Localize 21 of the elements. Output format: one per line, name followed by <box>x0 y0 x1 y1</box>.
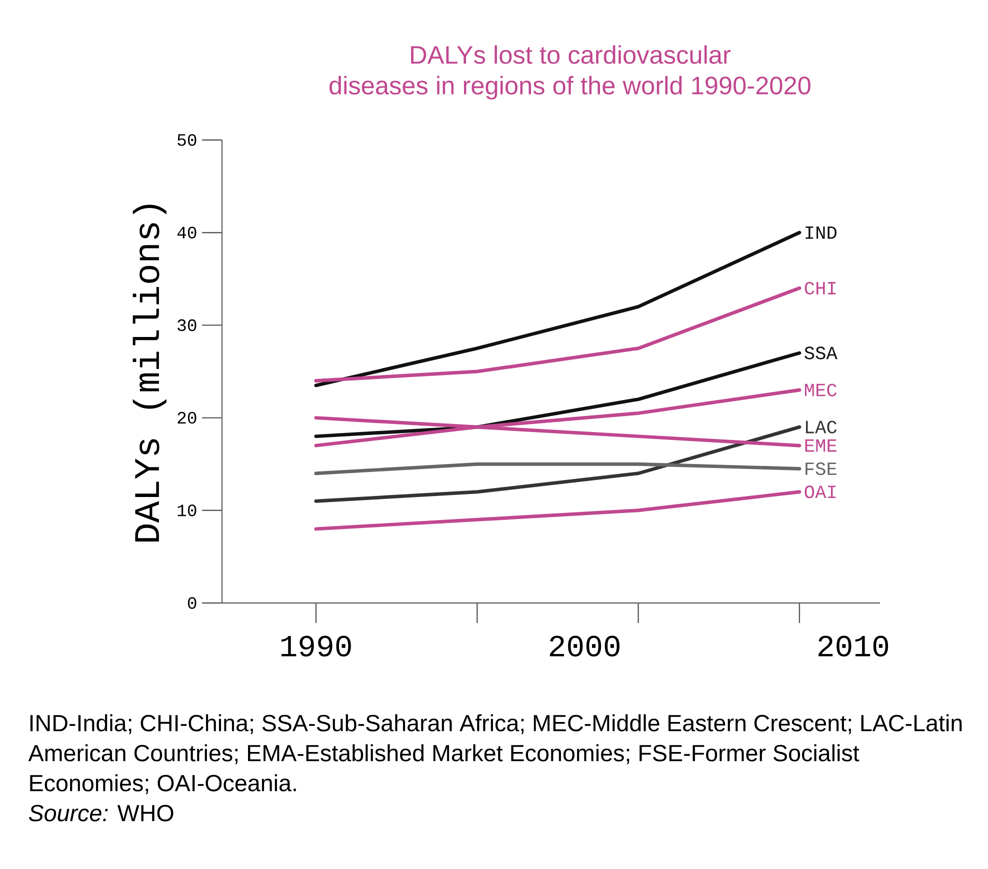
x-tick-label: 2010 <box>818 636 888 657</box>
text: IND-India; CHI-China; SSA-Sub-Saharan Africa; MEC-Middle Eastern Crescent; LAC-Latin American Countries; EMA-Established Market Economies; FSE-Former Socialist Economies; OAI-Oceania. <box>28 714 962 794</box>
x-tick-label: 2000 <box>550 636 620 657</box>
series-label: EME <box>805 439 836 452</box>
text: Source: WHO <box>28 804 174 822</box>
y-tick-label: 50 <box>178 134 196 146</box>
x-tick-label: 1990 <box>281 636 351 657</box>
y-axis-title: DALYs (millions) <box>132 204 166 542</box>
series-label: SSA <box>804 346 838 360</box>
series-label: FSE <box>806 462 836 476</box>
y-tick-label: 30 <box>178 319 196 332</box>
series-label: OAI <box>804 486 836 498</box>
series-label: MEC <box>805 384 837 396</box>
y-tick-label: 0 <box>188 597 196 609</box>
series-label: LAC <box>806 420 837 434</box>
y-tick-label: 20 <box>178 412 196 424</box>
y-tick-label: 40 <box>177 226 196 238</box>
series-label: IND <box>806 226 836 239</box>
chart-title: DALYs lost to cardiovascular diseases in regions of the world 1990-2020 <box>330 45 810 100</box>
y-tick-label: 10 <box>178 504 196 516</box>
series-label: CHI <box>804 282 836 295</box>
